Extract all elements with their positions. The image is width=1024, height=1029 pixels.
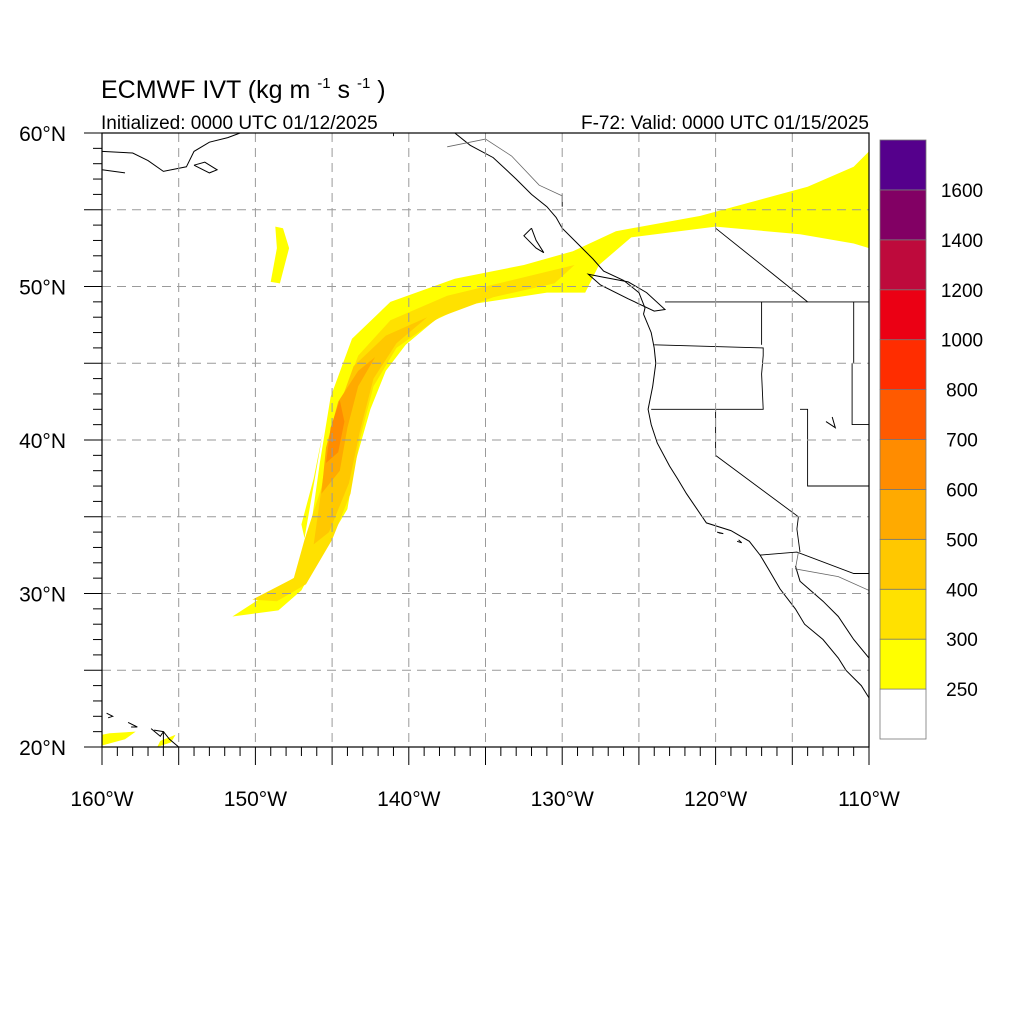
coastline-3 (102, 133, 241, 172)
ivt-region-6 (270, 226, 290, 284)
island-1 (150, 728, 165, 738)
latitude-labels: 60°N 50°N 40°N 30°N 20°N (19, 123, 66, 760)
colorbar-box-3 (879, 538, 927, 590)
colorbar-label-500: 500 (946, 530, 978, 551)
colorbar-box-9 (879, 239, 927, 291)
colorbar-label-1000: 1000 (941, 331, 983, 352)
longitude-labels: 160°W 150°W 140°W 130°W 120°W 110°W (70, 788, 900, 811)
units-suffix: ) (377, 76, 385, 104)
lat-label-40: 40°N (19, 430, 66, 453)
graticule (102, 133, 869, 747)
lon-label-130: 130°W (531, 788, 594, 811)
axis-ticks (84, 132, 870, 765)
colorbar-label-1200: 1200 (941, 281, 983, 302)
coastline-4 (102, 169, 126, 174)
colorbar-label-250: 250 (946, 680, 978, 701)
colorbar-label-1400: 1400 (941, 231, 983, 252)
coastline-1 (643, 313, 869, 699)
colorbar-label-400: 400 (946, 580, 978, 601)
title-line: ECMWF IVT (kg m -1 s -1 ) (101, 66, 386, 104)
colorbar-label-700: 700 (946, 431, 978, 452)
colorbar-label-600: 600 (946, 480, 978, 501)
units-exp2: -1 (357, 75, 370, 92)
colorbar-box-1 (879, 638, 927, 690)
colorbar-label-800: 800 (946, 381, 978, 402)
lon-label-160: 160°W (70, 788, 133, 811)
units-prefix: (kg m (248, 76, 311, 104)
ivt-region-7 (102, 731, 136, 746)
colorbar-box-5 (879, 439, 927, 490)
lat-label-60: 60°N (19, 123, 66, 146)
coastline-2 (794, 565, 869, 659)
colorbar (879, 139, 927, 740)
ivt-region-3 (321, 357, 376, 494)
island-7 (586, 273, 667, 312)
colorbar-box-4 (879, 489, 927, 540)
lat-label-30: 30°N (19, 584, 66, 607)
ivt-region-8 (157, 734, 176, 747)
map-title: ECMWF IVT (101, 76, 241, 104)
units-mid: s (338, 76, 351, 104)
lon-label-140: 140°W (377, 788, 440, 811)
border-line-1 (651, 344, 764, 410)
units-exp1: -1 (317, 75, 330, 92)
colorbar-label-1600: 1600 (941, 181, 983, 202)
colorbar-box-0 (879, 688, 927, 740)
valid-label: F-72: Valid: 0000 UTC 01/15/2025 (581, 113, 869, 134)
ivt-region-2 (313, 317, 428, 545)
ivt-region-4 (326, 400, 345, 463)
island-5 (716, 531, 724, 535)
lon-label-120: 120°W (684, 788, 747, 811)
border-line-3 (760, 551, 869, 574)
island-3 (106, 712, 115, 719)
colorbar-box-6 (879, 389, 927, 440)
island-8 (825, 416, 837, 429)
border-gray-0 (447, 138, 563, 197)
border-gray-1 (794, 552, 869, 591)
border-line-10 (715, 227, 808, 303)
colorbar-box-8 (879, 289, 927, 341)
lat-label-20: 20°N (19, 737, 66, 760)
island-0 (162, 731, 180, 747)
island-2 (127, 721, 138, 728)
colorbar-box-7 (879, 339, 927, 390)
border-line-6 (851, 363, 869, 426)
colorbar-box-2 (879, 588, 927, 640)
colorbar-labels: 250 300 400 500 600 700 800 1000 1200 1400 1600 (941, 181, 983, 701)
lon-label-110: 110°W (838, 788, 900, 811)
border-line-5 (800, 408, 869, 487)
island-6 (523, 227, 545, 254)
coastline-5 (193, 161, 219, 174)
colorbar-box-11 (879, 139, 927, 191)
island-4 (736, 539, 743, 544)
colorbar-label-300: 300 (946, 630, 978, 651)
lon-label-150: 150°W (224, 788, 287, 811)
ivt-region-5 (301, 432, 323, 539)
colorbar-box-10 (879, 189, 927, 241)
initialized-label: Initialized: 0000 UTC 01/12/2025 (101, 113, 378, 134)
lat-label-50: 50°N (19, 277, 66, 300)
